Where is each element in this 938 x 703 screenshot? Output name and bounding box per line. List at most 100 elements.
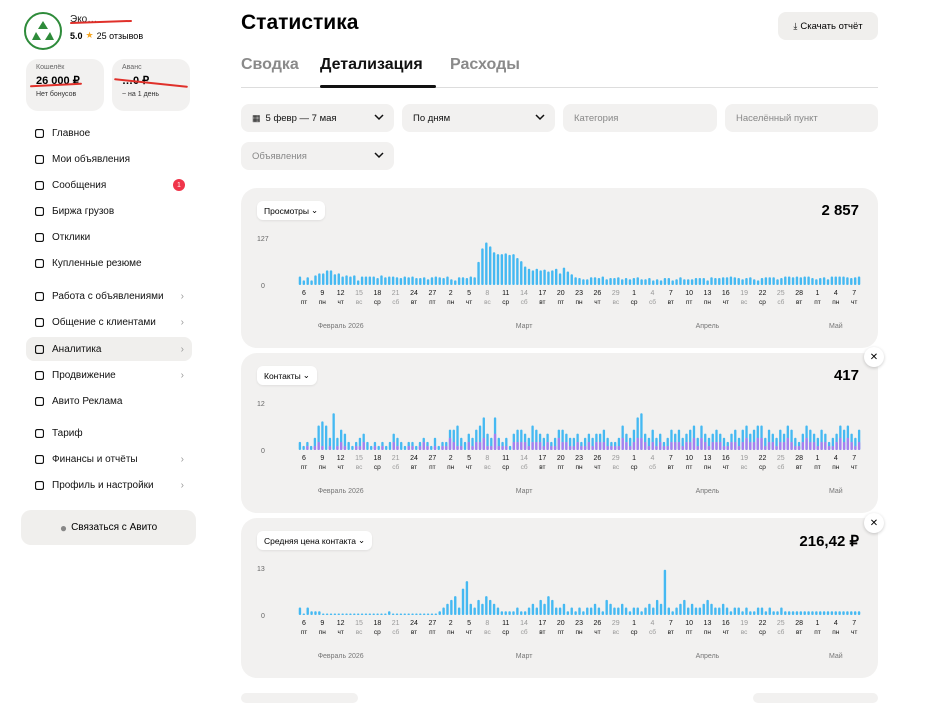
chart-bar-secondary[interactable]	[625, 441, 628, 450]
chart-bar[interactable]	[718, 278, 721, 285]
chart-bar[interactable]	[698, 278, 702, 285]
chart-bar-secondary[interactable]	[328, 445, 332, 450]
chart-bar-secondary[interactable]	[827, 445, 831, 450]
chart-bar-secondary[interactable]	[542, 445, 546, 450]
chart-bar[interactable]	[547, 596, 550, 615]
chart-bar[interactable]	[671, 280, 674, 285]
chart-bar[interactable]	[753, 611, 756, 615]
chart-bar-secondary[interactable]	[752, 441, 756, 450]
chart-bar[interactable]	[341, 613, 344, 616]
chart-bar[interactable]	[780, 607, 783, 615]
chart-bar-secondary[interactable]	[726, 445, 729, 450]
sidebar-item[interactable]: Общение с клиентами ›	[26, 310, 192, 334]
chart-bar-secondary[interactable]	[512, 441, 515, 450]
chart-bar[interactable]	[683, 279, 686, 285]
chart-bar[interactable]	[830, 276, 834, 285]
chart-bar[interactable]	[520, 261, 523, 285]
chart-bar-secondary[interactable]	[452, 441, 455, 450]
chart-bar[interactable]	[617, 607, 620, 615]
chart-bar-secondary[interactable]	[831, 445, 835, 450]
chart-bar[interactable]	[461, 277, 465, 285]
chart-bar[interactable]	[551, 599, 554, 615]
chart-bar-secondary[interactable]	[629, 445, 632, 450]
chart-bar[interactable]	[718, 607, 721, 615]
chart-bar[interactable]	[589, 607, 593, 615]
chart-bar[interactable]	[857, 276, 861, 285]
chart-bar[interactable]	[341, 276, 344, 285]
chart-bar[interactable]	[679, 603, 682, 615]
chart-bar[interactable]	[558, 607, 562, 615]
chart-bar-secondary[interactable]	[362, 441, 365, 450]
chart-bar[interactable]	[632, 278, 636, 285]
chart-bar[interactable]	[333, 274, 337, 285]
chart-bar-secondary[interactable]	[764, 445, 767, 450]
chart-bar[interactable]	[694, 607, 698, 615]
chart-bar-secondary[interactable]	[850, 441, 853, 450]
chart-bar-secondary[interactable]	[805, 437, 808, 450]
chart-bar[interactable]	[857, 611, 861, 615]
chart-bar-secondary[interactable]	[610, 445, 613, 450]
chart-bar[interactable]	[426, 613, 430, 616]
chart-bar-secondary[interactable]	[719, 441, 722, 450]
sidebar-item[interactable]: Аналитика ›	[26, 337, 192, 361]
chart-bar[interactable]	[741, 279, 744, 285]
chart-bar-secondary[interactable]	[734, 441, 737, 450]
chart-bar-secondary[interactable]	[505, 445, 508, 450]
chart-bar[interactable]	[733, 607, 737, 615]
chart-bar[interactable]	[508, 254, 511, 285]
chart-bar[interactable]	[419, 613, 422, 616]
chart-bar[interactable]	[795, 611, 799, 615]
chart-bar[interactable]	[710, 603, 713, 615]
chart-bar-secondary[interactable]	[636, 437, 639, 450]
chart-bar[interactable]	[605, 599, 608, 615]
chart-bar[interactable]	[337, 613, 340, 616]
chart-bar-secondary[interactable]	[790, 441, 793, 450]
chart-bar-secondary[interactable]	[674, 441, 677, 450]
chart-bar[interactable]	[388, 441, 392, 450]
tab-summary[interactable]: Сводка	[241, 56, 299, 73]
sidebar-item[interactable]: Сообщения 1	[26, 173, 192, 197]
chart-bar[interactable]	[652, 607, 655, 615]
chart-bar-secondary[interactable]	[486, 445, 489, 450]
chart-bar[interactable]	[457, 277, 461, 285]
chart-bar-secondary[interactable]	[809, 441, 812, 450]
chart-bar[interactable]	[807, 611, 810, 615]
chart-bar-secondary[interactable]	[467, 441, 470, 450]
chart-bar[interactable]	[329, 270, 333, 285]
chart-bar[interactable]	[815, 611, 818, 615]
chart-bar-secondary[interactable]	[501, 445, 504, 450]
chart-bar-secondary[interactable]	[583, 445, 587, 450]
chart-bar[interactable]	[364, 276, 368, 285]
chart-bar[interactable]	[395, 277, 399, 285]
chart-bar[interactable]	[632, 607, 636, 615]
metric-select[interactable]: Контакты ⌄	[257, 366, 317, 385]
chart-bar[interactable]	[415, 278, 418, 285]
chart-bar[interactable]	[333, 613, 337, 616]
chart-bar[interactable]	[310, 280, 313, 285]
chart-bar[interactable]	[446, 276, 449, 285]
chart-bar[interactable]	[811, 611, 814, 615]
chart-bar[interactable]	[621, 279, 624, 285]
chart-bar[interactable]	[772, 611, 775, 615]
chart-bar[interactable]	[345, 275, 348, 285]
chart-bar[interactable]	[636, 277, 639, 285]
chart-bar[interactable]	[376, 278, 379, 285]
profile-name[interactable]: Эко…	[70, 14, 98, 25]
chart-bar-secondary[interactable]	[617, 445, 621, 450]
chart-bar-secondary[interactable]	[681, 445, 684, 450]
chart-bar[interactable]	[733, 277, 737, 285]
chart-bar[interactable]	[737, 278, 740, 285]
chart-bar-secondary[interactable]	[527, 445, 530, 450]
chart-bar[interactable]	[586, 607, 589, 615]
contact-avito-button[interactable]: ● Связаться с Авито	[21, 510, 196, 545]
chart-bar-secondary[interactable]	[722, 445, 726, 450]
chart-bar[interactable]	[310, 611, 313, 615]
chart-bar[interactable]	[772, 277, 775, 285]
chart-bar[interactable]	[485, 242, 488, 285]
chart-bar[interactable]	[687, 607, 690, 615]
chart-bar[interactable]	[589, 277, 593, 285]
chart-bar[interactable]	[574, 611, 577, 615]
chart-bar[interactable]	[799, 611, 803, 615]
chart-bar[interactable]	[562, 603, 566, 615]
chart-bar[interactable]	[343, 433, 347, 450]
